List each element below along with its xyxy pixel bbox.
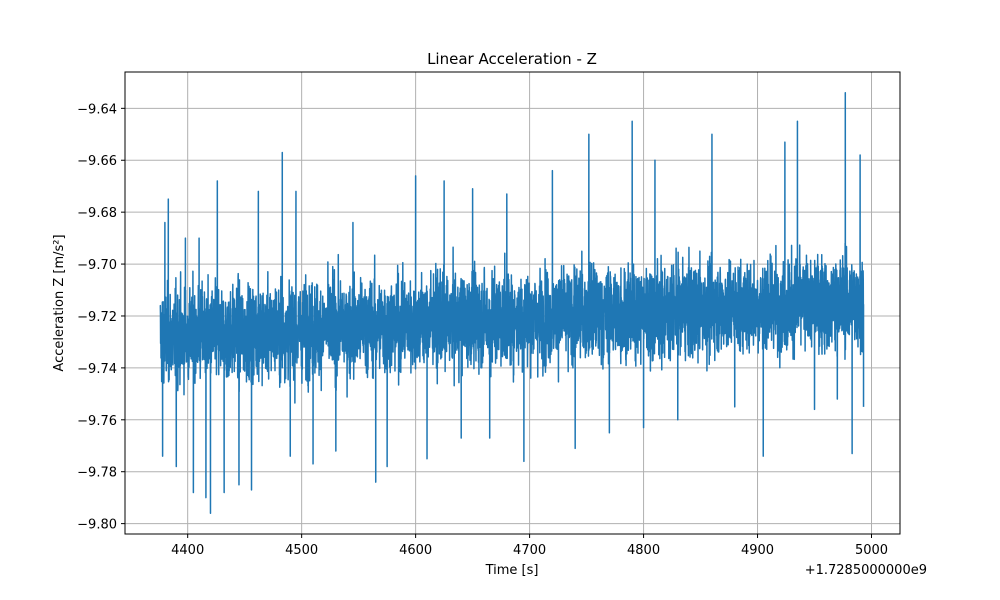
- x-axis: 4400 4500 4600 4700 4800 4900 5000: [171, 534, 888, 558]
- chart-title: Linear Acceleration - Z: [427, 50, 597, 68]
- y-tick-label: −9.74: [77, 362, 117, 377]
- x-tick-label: 4800: [627, 543, 660, 558]
- y-axis-label: Acceleration Z [m/s²]: [52, 234, 67, 371]
- y-tick-label: −9.66: [77, 154, 117, 169]
- series-line: [159, 92, 865, 514]
- y-tick-label: −9.76: [77, 414, 117, 429]
- x-tick-label: 4500: [285, 543, 318, 558]
- y-axis: −9.80 −9.78 −9.76 −9.74 −9.72 −9.70 −9.68 −9.66…: [77, 102, 125, 533]
- x-axis-label: Time [s]: [485, 563, 539, 578]
- plot-frame: [124, 71, 901, 535]
- x-tick-label: 4900: [741, 543, 774, 558]
- x-tick-label: 4600: [399, 543, 432, 558]
- y-tick-label: −9.70: [77, 258, 117, 273]
- y-tick-label: −9.78: [77, 466, 117, 481]
- y-tick-label: −9.64: [77, 102, 117, 117]
- x-tick-label: 4400: [171, 543, 204, 558]
- y-tick-label: −9.80: [77, 518, 117, 533]
- y-tick-label: −9.68: [77, 206, 117, 221]
- x-axis-offset-label: +1.7285000000e9: [805, 563, 927, 578]
- x-tick-label: 5000: [855, 543, 888, 558]
- series-layer: [159, 92, 865, 514]
- y-tick-label: −9.72: [77, 310, 117, 325]
- x-tick-label: 4700: [513, 543, 546, 558]
